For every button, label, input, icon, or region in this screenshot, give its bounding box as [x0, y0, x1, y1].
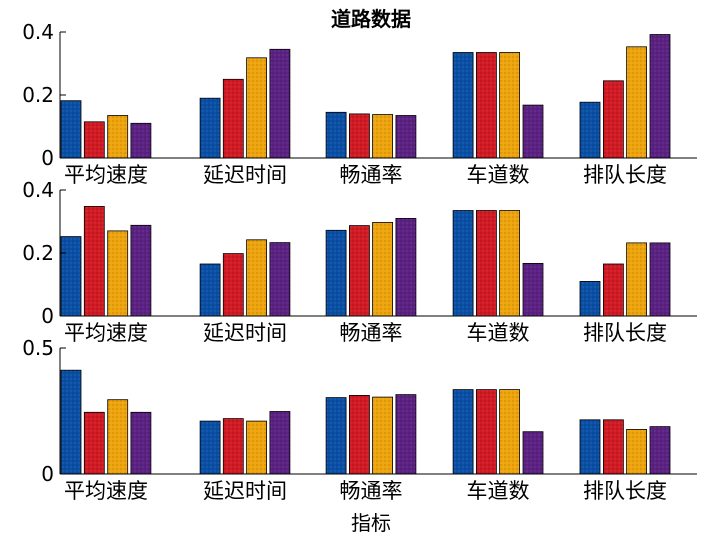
- bar-texture: [84, 121, 105, 158]
- x-axis-label: 指标: [351, 511, 391, 535]
- bar-texture: [580, 281, 600, 316]
- y-tick-label: 0.2: [22, 241, 54, 265]
- bar-texture: [523, 431, 543, 474]
- bar-texture: [476, 52, 497, 158]
- bar-texture: [107, 230, 128, 316]
- x-category-label: 延迟时间: [203, 321, 287, 345]
- bar-texture: [269, 49, 290, 158]
- bar-texture: [453, 52, 474, 158]
- bar-texture: [269, 411, 290, 474]
- bar-texture: [603, 264, 624, 316]
- bar-texture: [200, 98, 221, 158]
- x-category-label: 排队长度: [583, 163, 667, 187]
- bar-texture: [326, 230, 347, 316]
- chart-panel-1: 0 0.2 0.4 平均速度 延迟时间 畅通率 车道数 排队长度: [22, 20, 697, 187]
- chart-panel-2: 0 0.2 0.4 平均速度 延迟时间 畅通率 车道数 排队长度: [22, 178, 697, 345]
- x-category-label: 延迟时间: [203, 163, 287, 187]
- bar-texture: [84, 412, 105, 474]
- bar-texture: [650, 242, 670, 316]
- bar-texture: [223, 253, 244, 316]
- x-category-label: 畅通率: [340, 321, 403, 345]
- bar-texture: [499, 210, 520, 316]
- bar-texture: [223, 418, 244, 474]
- bar-texture: [61, 236, 81, 316]
- bar-texture: [626, 46, 647, 158]
- x-category-label: 畅通率: [340, 479, 403, 503]
- bar-texture: [476, 389, 497, 474]
- y-tick-label: 0.5: [22, 336, 54, 360]
- bar-texture: [200, 264, 221, 316]
- bar-texture: [246, 57, 267, 158]
- y-tick-label: 0.4: [22, 20, 54, 44]
- bar-texture: [395, 115, 416, 158]
- chart-panel-3: 0 0.5 平均速度 延迟时间 畅通率 车道数 排队长度: [22, 336, 697, 503]
- bar-texture: [395, 394, 416, 474]
- bar-texture: [499, 389, 520, 474]
- x-category-label: 排队长度: [583, 321, 667, 345]
- bar-texture: [453, 389, 474, 474]
- bar-texture: [246, 239, 267, 316]
- bar-texture: [372, 114, 393, 158]
- x-category-label: 车道数: [467, 321, 530, 345]
- bar-texture: [349, 395, 370, 474]
- x-category-label: 车道数: [467, 479, 530, 503]
- x-category-label: 平均速度: [64, 321, 148, 345]
- bar-texture: [61, 370, 81, 474]
- y-tick-label: 0: [41, 462, 54, 486]
- bar-texture: [603, 419, 624, 474]
- bar-texture: [372, 397, 393, 474]
- bar-texture: [107, 115, 128, 158]
- y-tick-label: 0.2: [22, 83, 54, 107]
- x-category-label: 排队长度: [583, 479, 667, 503]
- x-category-label: 畅通率: [340, 163, 403, 187]
- bar-texture: [200, 421, 221, 474]
- bar-texture: [603, 80, 624, 158]
- bar-texture: [523, 105, 543, 158]
- x-category-label: 平均速度: [64, 479, 148, 503]
- bar-texture: [326, 112, 347, 158]
- bar-texture: [349, 113, 370, 158]
- y-tick-label: 0: [41, 146, 54, 170]
- bar-texture: [130, 123, 151, 158]
- bar-texture: [107, 399, 128, 474]
- bar-texture: [130, 412, 151, 474]
- bar-texture: [395, 218, 416, 316]
- bar-texture: [626, 429, 647, 474]
- bar-texture: [523, 263, 543, 316]
- bar-texture: [326, 397, 347, 474]
- bar-texture: [246, 421, 267, 474]
- chart-title: 道路数据: [331, 7, 411, 31]
- bar-texture: [349, 225, 370, 316]
- bar-texture: [453, 210, 474, 316]
- bar-texture: [626, 242, 647, 316]
- bar-texture: [223, 79, 244, 159]
- bar-texture: [269, 242, 290, 316]
- bar-texture: [61, 100, 81, 158]
- bar-texture: [580, 102, 600, 158]
- bar-texture: [580, 419, 600, 474]
- bar-texture: [650, 426, 670, 474]
- bar-texture: [476, 210, 497, 316]
- bar-texture: [372, 222, 393, 316]
- bar-texture: [84, 206, 105, 316]
- x-category-label: 平均速度: [64, 163, 148, 187]
- x-category-label: 延迟时间: [203, 479, 287, 503]
- y-tick-label: 0: [41, 304, 54, 328]
- bar-texture: [130, 225, 151, 316]
- x-category-label: 车道数: [467, 163, 530, 187]
- bar-texture: [499, 52, 520, 158]
- bar-texture: [650, 34, 670, 158]
- y-tick-label: 0.4: [22, 178, 54, 202]
